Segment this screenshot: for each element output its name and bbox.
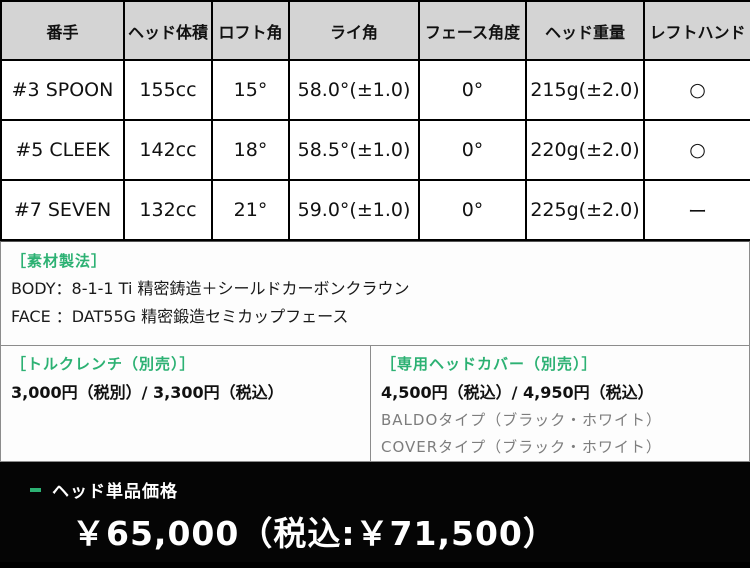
table-cell: #7 SEVEN [0,179,125,241]
accessory-boxes-row: ［トルクレンチ（別売）］ 3,000円（税別）/ 3,300円（税込） ［専用ヘ… [0,346,750,462]
table-header-cell: ヘッド体積 [123,0,213,61]
table-header-cell: フェース角度 [418,0,527,61]
table-cell: 18° [211,119,290,181]
table-cell: 155cc [123,59,213,121]
headcover-section: ［専用ヘッドカバー（別売）］ 4,500円（税込）/ 4,950円（税込） BA… [371,346,750,462]
headcover-option-baldo: BALDOタイプ（ブラック・ホワイト） [381,411,662,429]
table-header-cell: ヘッド重量 [525,0,645,61]
headcover-option-cover: COVERタイプ（ブラック・ホワイト） [381,438,662,456]
table-cell: 142cc [123,119,213,181]
table-cell: 21° [211,179,290,241]
table-cell: 132cc [123,179,213,241]
table-cell: 220g(±2.0) [525,119,645,181]
table-cell: ー [643,179,750,241]
table-header-row: 番手 ヘッド体積 ロフト角 ライ角 フェース角度 ヘッド重量 レフトハンド [0,0,750,61]
price-banner: ヘッド単品価格 ￥65,000（税込:￥71,500） [0,462,750,562]
torque-wrench-title: ［トルクレンチ（別売）］ [11,355,196,373]
table-row: #7 SEVEN 132cc 21° 59.0°(±1.0) 0° 225g(±… [0,179,750,241]
torque-wrench-price: 3,000円（税別）/ 3,300円（税込） [11,383,284,402]
spec-table: 番手 ヘッド体積 ロフト角 ライ角 フェース角度 ヘッド重量 レフトハンド #3… [0,0,750,241]
table-cell: #3 SPOON [0,59,125,121]
table-row: #3 SPOON 155cc 15° 58.0°(±1.0) 0° 215g(±… [0,59,750,121]
table-header-cell: レフトハンド [643,0,750,61]
table-cell: 0° [418,119,527,181]
price-banner-price: ￥65,000（税込:￥71,500） [72,514,557,553]
table-cell: 0° [418,179,527,241]
table-cell: #5 CLEEK [0,119,125,181]
table-cell: 58.5°(±1.0) [288,119,420,181]
material-body-line: BODY：8-1-1 Ti 精密鋳造＋シールドカーボンクラウン [11,279,410,298]
price-banner-label-row: ヘッド単品価格 [30,477,750,502]
price-banner-label: ヘッド単品価格 [52,482,178,502]
material-section: ［素材製法］ BODY：8-1-1 Ti 精密鋳造＋シールドカーボンクラウン F… [0,241,750,346]
green-dash-icon [30,487,41,492]
table-header-cell: 番手 [0,0,125,61]
table-cell: 59.0°(±1.0) [288,179,420,241]
table-cell: 0° [418,59,527,121]
table-header-cell: ライ角 [288,0,420,61]
table-header-cell: ロフト角 [211,0,290,61]
headcover-price: 4,500円（税込）/ 4,950円（税込） [381,383,654,402]
table-cell: 215g(±2.0) [525,59,645,121]
table-cell: 58.0°(±1.0) [288,59,420,121]
table-cell: ○ [643,59,750,121]
material-section-title: ［素材製法］ [11,252,108,270]
table-row: #5 CLEEK 142cc 18° 58.5°(±1.0) 0° 220g(±… [0,119,750,181]
table-cell: 15° [211,59,290,121]
table-cell: 225g(±2.0) [525,179,645,241]
headcover-title: ［専用ヘッドカバー（別売）］ [381,355,598,373]
table-cell: ○ [643,119,750,181]
torque-wrench-section: ［トルクレンチ（別売）］ 3,000円（税別）/ 3,300円（税込） [0,346,371,462]
material-face-line: FACE ：DAT55G 精密鍛造セミカップフェース [11,307,349,326]
